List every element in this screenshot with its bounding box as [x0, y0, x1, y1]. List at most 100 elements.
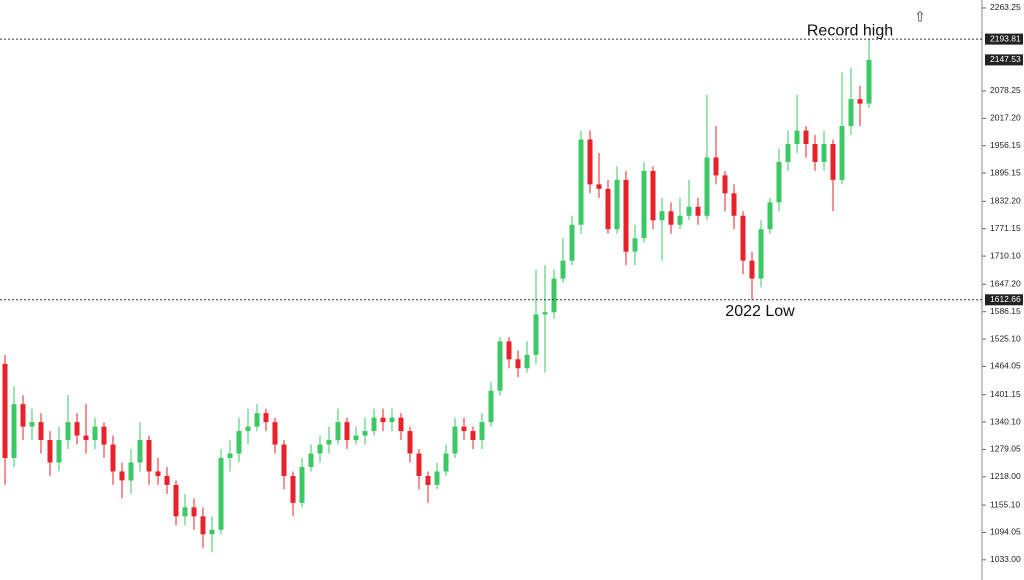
candle-body — [470, 431, 476, 441]
candle-body — [326, 440, 332, 445]
candle-body — [515, 359, 521, 369]
candle-body — [443, 453, 449, 472]
candle-body — [398, 417, 404, 432]
y-tick-label: 1033.00 — [990, 554, 1021, 564]
y-tick-label: 1771.15 — [990, 223, 1021, 233]
y-tick-label: 1586.15 — [990, 306, 1021, 316]
candle-body — [569, 224, 575, 261]
candle-body — [371, 417, 377, 432]
candle-body — [65, 422, 71, 441]
candle-body — [137, 440, 143, 463]
candle-body — [452, 426, 458, 454]
last-price-box — [985, 54, 1023, 66]
candle-body — [407, 431, 413, 454]
y-tick-label: 1895.15 — [990, 167, 1021, 177]
candle-body — [290, 475, 296, 503]
annotation: Record high — [807, 22, 893, 39]
candle-body — [551, 278, 557, 313]
candle-body — [416, 453, 422, 476]
candle-body — [758, 229, 764, 279]
candle-body — [677, 215, 683, 225]
candle-body — [380, 417, 386, 423]
y-tick-label: 1279.05 — [990, 444, 1021, 454]
candle-body — [713, 157, 719, 176]
candle-body — [542, 312, 548, 315]
candle-body — [425, 475, 431, 485]
candle-body — [461, 426, 467, 432]
candle-body — [722, 175, 728, 194]
candle-body — [29, 422, 35, 427]
candle-body — [605, 188, 611, 230]
y-tick-label: 2017.20 — [990, 113, 1021, 123]
candle-body — [155, 471, 161, 476]
candle-body — [695, 206, 701, 216]
candle-body — [650, 170, 656, 221]
candle-body — [560, 260, 566, 279]
candle-body — [200, 516, 206, 535]
y-tick-label: 1956.15 — [990, 140, 1021, 150]
candle-body — [164, 475, 170, 485]
candle-body — [362, 431, 368, 436]
candle-body — [101, 426, 107, 445]
candle-body — [632, 238, 638, 252]
candle-body — [56, 440, 62, 463]
candle-body — [596, 184, 602, 189]
y-tick-label: 1464.05 — [990, 361, 1021, 371]
y-tick-label: 1218.00 — [990, 471, 1021, 481]
candle-body — [776, 161, 782, 203]
candle-body — [668, 211, 674, 225]
candle-body — [434, 471, 440, 485]
candle-body — [587, 139, 593, 185]
candle-body — [317, 444, 323, 454]
candle-body — [614, 179, 620, 230]
candle-body — [272, 422, 278, 445]
candle-body — [227, 453, 233, 458]
candle-body — [182, 507, 188, 517]
price-label-box — [985, 294, 1023, 306]
candle-body — [83, 435, 89, 441]
annotation: 2022 Low — [725, 303, 795, 320]
candle-body — [74, 422, 80, 436]
candle-body — [92, 426, 98, 441]
candle-body — [866, 59, 872, 104]
candle-body — [236, 431, 242, 454]
candle-body — [38, 422, 44, 441]
candle-body — [20, 404, 26, 427]
candle-body — [119, 471, 125, 481]
candle-body — [686, 206, 692, 216]
y-tick-label: 2263.25 — [990, 2, 1021, 12]
y-tick-label: 1710.10 — [990, 250, 1021, 260]
price-label: 2193.81 — [990, 33, 1021, 43]
candle-body — [623, 179, 629, 252]
candle-body — [110, 444, 116, 472]
candle-body — [245, 426, 251, 432]
candle-body — [704, 157, 710, 216]
candle-body — [281, 444, 287, 476]
y-tick-label: 1525.10 — [990, 333, 1021, 343]
candle-body — [578, 139, 584, 225]
last-price-label: 2147.53 — [990, 54, 1021, 64]
candle-body — [497, 341, 503, 391]
candle-body — [209, 529, 215, 535]
candle-body — [11, 404, 17, 458]
candle-body — [389, 417, 395, 423]
y-tick-label: 1155.10 — [990, 499, 1020, 509]
candle-body — [488, 390, 494, 423]
up-arrow-icon[interactable]: ⇧ — [914, 9, 926, 25]
candle-body — [785, 143, 791, 162]
candle-body — [533, 314, 539, 355]
candle-body — [335, 422, 341, 441]
candle-body — [146, 440, 152, 472]
y-tick-label: 1647.20 — [990, 279, 1021, 289]
candle-body — [254, 413, 260, 427]
candle-body — [173, 484, 179, 517]
candle-body — [821, 143, 827, 162]
candle-body — [128, 462, 134, 481]
candle-body — [299, 466, 305, 503]
candle-body — [731, 193, 737, 216]
y-tick-label: 1094.05 — [990, 527, 1021, 537]
candle-body — [2, 363, 8, 458]
candle-body — [830, 143, 836, 180]
candle-body — [740, 215, 746, 261]
